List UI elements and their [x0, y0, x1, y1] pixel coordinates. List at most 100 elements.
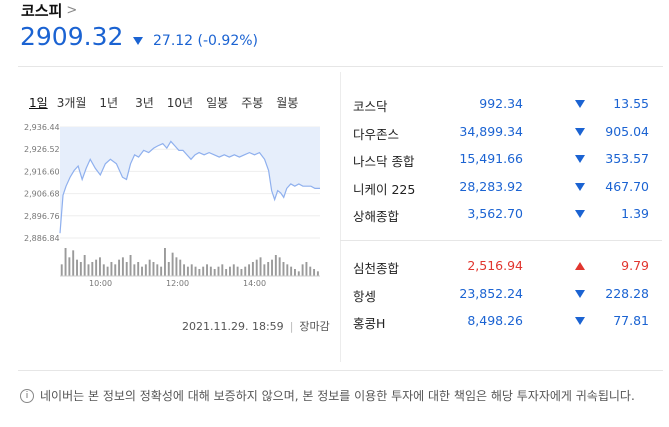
tab-1y[interactable]: 1년: [99, 96, 119, 110]
volume-bar: [309, 266, 312, 276]
volume-bar: [290, 266, 293, 276]
y-tick-label: 2,886.84: [24, 234, 60, 243]
volume-bar: [164, 248, 166, 276]
volume-bar: [202, 266, 205, 276]
volume-bar: [278, 257, 281, 276]
volume-bar: [83, 255, 86, 276]
y-tick-label: 2,896.76: [24, 212, 60, 221]
index-name: 나스닥 종합: [353, 154, 415, 169]
index-change: 13.55: [613, 96, 649, 111]
volume-bar: [95, 259, 98, 276]
volume-bar: [263, 264, 266, 276]
x-tick-label: 10:00: [89, 279, 112, 288]
volume-bar: [236, 266, 239, 276]
volume-bar: [209, 266, 212, 276]
volume-bar: [87, 264, 90, 276]
volume-bar: [133, 264, 136, 276]
volume-bar: [313, 269, 316, 276]
index-value: 23,852.24: [459, 285, 523, 301]
index-name: 상해종합: [353, 209, 400, 224]
volume-bar: [206, 264, 208, 276]
index-row[interactable]: 니케이 225 28,283.92 467.70: [353, 179, 653, 199]
index-row[interactable]: 코스닥 992.34 13.55: [353, 96, 653, 116]
index-value: 34,899.34: [459, 123, 523, 139]
volume-bar: [225, 269, 228, 276]
tab-monthly[interactable]: 월봉: [276, 96, 299, 110]
x-tick-label: 14:00: [243, 279, 266, 288]
index-title-link[interactable]: 코스피 >: [21, 0, 77, 21]
y-tick-label: 2,936.44: [24, 123, 60, 132]
current-price: 2909.32: [20, 22, 124, 51]
tab-3m[interactable]: 3개월: [56, 96, 87, 110]
index-name: 니케이 225: [353, 181, 416, 197]
timestamp: 2021.11.29. 18:59: [182, 320, 284, 333]
volume-bar: [305, 262, 308, 276]
y-tick-label: 2,916.60: [24, 167, 60, 176]
volume-bar: [171, 252, 174, 276]
volume-bar: [110, 262, 113, 276]
y-tick-label: 2,906.68: [24, 190, 60, 199]
x-tick-label: 12:00: [166, 279, 189, 288]
index-change: 77.81: [613, 313, 649, 328]
volume-bar: [99, 257, 101, 276]
info-icon: i: [20, 389, 34, 403]
volume-bar: [160, 266, 163, 276]
volume-bar: [102, 264, 105, 276]
volume-bar: [301, 264, 304, 276]
volume-bar: [255, 259, 258, 276]
volume-bar: [152, 262, 155, 276]
index-row[interactable]: 나스닥 종합 15,491.66 353.57: [353, 151, 653, 171]
index-value: 15,491.66: [459, 151, 523, 166]
volume-bar: [118, 259, 121, 276]
market-status: 장마감: [299, 320, 330, 333]
price-area: [60, 127, 320, 234]
y-tick-label: 2,926.52: [24, 145, 60, 154]
volume-bar: [221, 264, 224, 276]
volume-bar: [267, 262, 270, 276]
divider: [340, 72, 341, 362]
down-arrow-icon: [575, 317, 585, 325]
volume-bar: [114, 264, 117, 276]
index-row[interactable]: 항셍 23,852.24 228.28: [353, 286, 653, 306]
down-arrow-icon: [575, 289, 585, 298]
tab-3y[interactable]: 3년: [135, 96, 154, 110]
index-row[interactable]: 심천종합 2,516.94 9.79: [353, 258, 653, 278]
intraday-chart: 2,936.44 2,926.52 2,916.60 2,906.68 2,896.76…: [24, 123, 320, 288]
volume-bar: [294, 269, 296, 276]
index-row[interactable]: 다우존스 34,899.34 905.04: [353, 124, 653, 144]
volume-bar: [244, 266, 247, 276]
index-row[interactable]: 홍콩H 8,498.26 77.81: [353, 313, 653, 333]
tab-10y[interactable]: 10년: [166, 96, 194, 110]
index-name: 코스닥: [353, 99, 388, 114]
down-arrow-icon: [575, 127, 585, 136]
volume-bar: [232, 264, 235, 276]
volume-bar: [167, 262, 170, 276]
volume-bar: [141, 266, 143, 276]
price-line: [59, 140, 320, 234]
market-panel: [18, 66, 663, 371]
volume-bar: [213, 269, 216, 276]
volume-bar: [271, 259, 273, 276]
index-value: 3,562.70: [467, 206, 523, 221]
tab-daily[interactable]: 일봉: [206, 96, 229, 110]
index-value: 28,283.92: [459, 178, 523, 194]
volume-bar: [91, 262, 94, 276]
volume-bar: [194, 266, 197, 276]
volume-bar: [248, 264, 251, 276]
volume-bar: [60, 264, 63, 276]
up-arrow-icon: [575, 262, 585, 270]
volume-bar: [282, 262, 285, 276]
index-row[interactable]: 상해종합 3,562.70 1.39: [353, 206, 653, 226]
volume-bar: [217, 266, 220, 276]
tab-weekly[interactable]: 주봉: [241, 96, 264, 110]
tab-1d[interactable]: 1일: [29, 96, 48, 110]
index-value: 8,498.26: [467, 313, 523, 328]
disclaimer-text: 네이버는 본 정보의 정확성에 대해 보증하지 않으며, 본 정보를 이용한 투…: [40, 389, 635, 403]
down-arrow-icon: [575, 210, 585, 218]
index-change: 353.57: [605, 151, 649, 166]
volume-bar: [179, 259, 182, 276]
price-change: 27.12 (-0.92%): [133, 33, 258, 49]
volume-bar: [121, 257, 124, 276]
disclaimer: i 네이버는 본 정보의 정확성에 대해 보증하지 않으며, 본 정보를 이용한…: [20, 388, 660, 404]
index-name: 홍콩H: [353, 316, 386, 331]
